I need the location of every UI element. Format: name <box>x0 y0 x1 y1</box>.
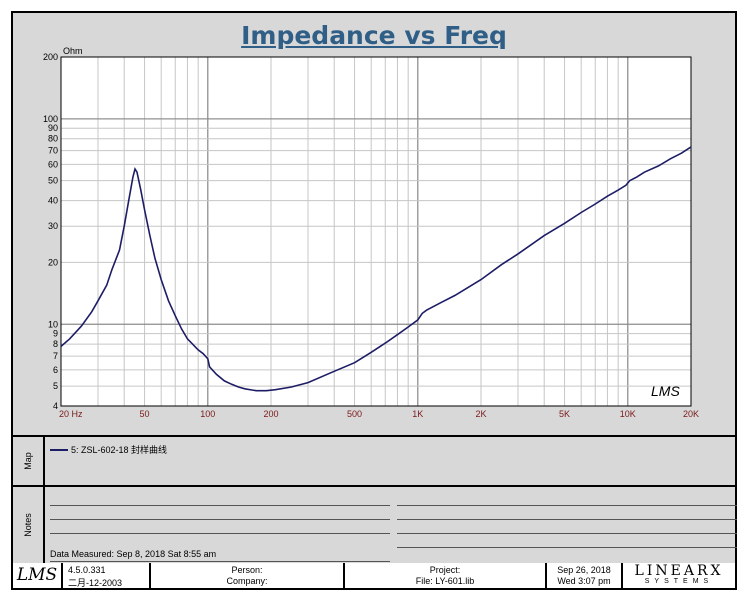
linearx-logo: LINEARX <box>634 563 724 579</box>
y-tick-label: 40 <box>48 196 58 206</box>
y-tick-label: 6 <box>53 365 58 375</box>
y-tick-label: 10 <box>48 319 58 329</box>
footer-date-cell: Sep 26, 2018 Wed 3:07 pm <box>547 563 623 588</box>
x-tick-label: 200 <box>263 409 278 419</box>
x-tick-label: 500 <box>347 409 362 419</box>
date-text: Sep 26, 2018 <box>557 565 611 575</box>
legend-text: 5: ZSL-602-18 封样曲线 <box>71 445 168 455</box>
y-tick-label: 200 <box>43 52 58 62</box>
x-tick-labels: 20 Hz 50 100 200 500 1K 2K 5K 10K 20K <box>59 409 699 419</box>
x-tick-label: 2K <box>475 409 486 419</box>
data-measured: Data Measured: Sep 8, 2018 Sat 8:55 am <box>50 549 217 559</box>
company-label: Company: <box>226 576 268 586</box>
project-label: Project: <box>429 565 461 575</box>
note-line <box>50 519 390 520</box>
footer-logo-cell: LMS <box>13 563 63 588</box>
y-tick-label: 50 <box>48 176 58 186</box>
chart-title: Impedance vs Freq <box>13 21 735 50</box>
y-tick-label: 4 <box>53 401 58 411</box>
footer-person-cell: Person: Company: <box>151 563 345 588</box>
map-side-label: Map <box>13 437 45 485</box>
note-line <box>397 533 737 534</box>
note-line <box>50 561 390 562</box>
y-tick-label: 7 <box>53 351 58 361</box>
note-line <box>397 519 737 520</box>
footer-project-cell: Project: File: LY-601.lib <box>345 563 547 588</box>
y-tick-label: 100 <box>43 114 58 124</box>
build-date: 二月-12-2003 <box>68 578 123 588</box>
lms-watermark: LMS <box>651 383 680 399</box>
time-text: Wed 3:07 pm <box>557 576 611 586</box>
map-label: Map <box>23 452 33 470</box>
note-line <box>50 533 390 534</box>
footer-brand-cell: LINEARX SYSTEMS <box>623 563 735 588</box>
plot-background <box>61 57 691 406</box>
footer-version-cell: 4.5.0.331 二月-12-2003 <box>63 563 151 588</box>
note-line <box>50 505 390 506</box>
x-tick-label: 20 Hz <box>59 409 83 419</box>
series-line-impedance <box>60 146 692 392</box>
y-tick-label: 70 <box>48 146 58 156</box>
chart-title-text: Impedance vs Freq <box>241 21 507 50</box>
notes-label: Notes <box>23 513 33 537</box>
legend-swatch <box>50 448 68 451</box>
footer-bar: LMS 4.5.0.331 二月-12-2003 Person: Company… <box>13 563 735 588</box>
notes-content: Data Measured: Sep 8, 2018 Sat 8:55 am <box>45 487 737 563</box>
y-axis-label: Ohm <box>63 46 83 56</box>
report-frame: Impedance vs Freq 4 5 6 7 8 9 10 20 30 40 50 60 70 80… <box>11 11 737 590</box>
chart-area: Impedance vs Freq 4 5 6 7 8 9 10 20 30 40 50 60 70 80… <box>13 13 735 437</box>
map-panel: Map 5: ZSL-602-18 封样曲线 <box>13 437 735 487</box>
notes-panel: Notes Data Measured: Sep 8, 2018 Sat 8:5… <box>13 487 737 565</box>
x-tick-label: 10K <box>620 409 636 419</box>
lms-logo: LMS <box>16 565 58 585</box>
person-label: Person: <box>231 565 263 575</box>
x-tick-label: 50 <box>140 409 150 419</box>
x-tick-label: 100 <box>200 409 215 419</box>
y-tick-label: 60 <box>48 159 58 169</box>
note-line <box>397 505 737 506</box>
plot-frame <box>60 56 692 407</box>
x-tick-label: 1K <box>412 409 423 419</box>
legend-entry: 5: ZSL-602-18 封样曲线 <box>50 443 167 456</box>
file-label: File: LY-601.lib <box>415 576 475 586</box>
y-tick-label: 80 <box>48 134 58 144</box>
y-tick-label: 30 <box>48 221 58 231</box>
y-tick-label: 5 <box>53 381 58 391</box>
note-line <box>397 547 737 548</box>
y-tick-label: 20 <box>48 257 58 267</box>
y-tick-label: 90 <box>48 123 58 133</box>
version-text: 4.5.0.331 <box>68 565 106 575</box>
systems-text: SYSTEMS <box>644 578 714 585</box>
y-tick-label: 9 <box>53 329 58 339</box>
x-tick-label: 5K <box>559 409 570 419</box>
chart-grid <box>60 56 692 407</box>
map-content: 5: ZSL-602-18 封样曲线 <box>45 437 735 485</box>
y-tick-label: 8 <box>53 339 58 349</box>
notes-side-label: Notes <box>13 487 45 563</box>
x-tick-label: 20K <box>683 409 699 419</box>
